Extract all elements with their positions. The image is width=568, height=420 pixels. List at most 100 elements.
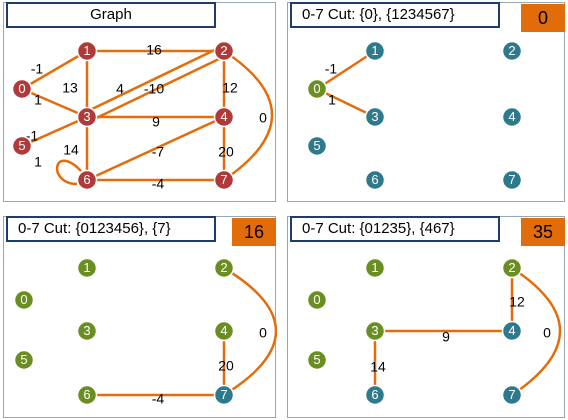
node-6: 6 xyxy=(364,384,386,406)
panel-cut-3: 1 2 0 9 14 0 1 2 3 4 5 6 7 0-7 Cut: {01235}, {467} 3… xyxy=(287,216,565,418)
edges xyxy=(87,266,277,397)
node-0: 0 xyxy=(11,78,33,100)
cut-score-badge: 16 xyxy=(232,218,276,246)
node-label: 7 xyxy=(508,387,515,402)
node-label: 4 xyxy=(220,323,227,338)
edge-0-1 xyxy=(316,49,376,91)
node-0: 0 xyxy=(306,78,328,100)
node-7: 7 xyxy=(213,169,235,191)
edge-2-7 xyxy=(223,49,274,182)
edges xyxy=(373,266,562,397)
node-label: 0 xyxy=(313,81,320,96)
node-4: 4 xyxy=(501,106,523,128)
node-label: 3 xyxy=(83,109,90,124)
edge-weight-label: 1 xyxy=(328,92,336,108)
edges xyxy=(21,45,274,186)
edge-weight-label: 1 xyxy=(34,154,42,170)
node-label: 7 xyxy=(220,172,227,187)
node-label: 4 xyxy=(508,323,515,338)
edge-weight-label: 12 xyxy=(222,80,238,96)
cut-diagram: 1 2 0 9 140 1 2 3 4 5 6 7 xyxy=(306,257,562,406)
panel-graph: -1 1 16 13 4 -10 12 0 9 -1 14 -7 20 -4 1 0 1 2 3 4 5 6 7 Graph xyxy=(3,2,276,202)
edge-2-7 xyxy=(223,266,277,397)
edge-5-3 xyxy=(21,115,88,148)
node-label: 2 xyxy=(508,43,515,58)
edge-0-3 xyxy=(21,87,88,119)
edge-weight-label: -10 xyxy=(144,81,164,97)
node-7: 7 xyxy=(213,384,235,406)
edge-weight-label: -1 xyxy=(325,61,338,77)
panel-cut-2: 0 20 -4 0 1 2 3 4 5 6 7 0-7 Cut: {0123456}, {7} 16 xyxy=(3,216,277,418)
node-3: 3 xyxy=(76,106,98,128)
cut-score-badge: 35 xyxy=(521,218,565,246)
node-6: 6 xyxy=(76,169,98,191)
edge-weight-label: 14 xyxy=(63,142,79,158)
node-4: 4 xyxy=(213,320,235,342)
edge-weight-label: 14 xyxy=(370,359,386,375)
node-label: 6 xyxy=(83,387,90,402)
node-0: 0 xyxy=(13,289,35,311)
node-3: 3 xyxy=(364,106,386,128)
node-label: 0 xyxy=(20,292,27,307)
node-label: 1 xyxy=(371,260,378,275)
node-label: 3 xyxy=(371,109,378,124)
node-0: 0 xyxy=(306,289,328,311)
node-label: 0 xyxy=(18,81,25,96)
edge-weight-label: -1 xyxy=(31,61,44,77)
node-1: 1 xyxy=(76,40,98,62)
edge-weight-label: 1 xyxy=(34,92,42,108)
edge-weight-label: 13 xyxy=(62,80,78,96)
edge-weight-label: -4 xyxy=(152,176,165,192)
node-7: 7 xyxy=(501,384,523,406)
edge-weight-label: -4 xyxy=(152,391,165,407)
edge-6-4 xyxy=(86,115,225,182)
node-label: 2 xyxy=(220,260,227,275)
node-label: 1 xyxy=(371,43,378,58)
node-label: 5 xyxy=(18,138,25,153)
cut-diagram: 0 20 -4 0 1 2 3 4 5 6 7 xyxy=(13,257,277,407)
node-label: 2 xyxy=(220,43,227,58)
node-label: 5 xyxy=(313,352,320,367)
node-label: 6 xyxy=(371,172,378,187)
node-label: 5 xyxy=(313,138,320,153)
edge-weight-label: 20 xyxy=(218,358,234,374)
nodes: 01 23 456 7 xyxy=(11,40,235,191)
node-1: 1 xyxy=(76,257,98,279)
edge-weight-label: 0 xyxy=(543,325,551,341)
panel-title: 0-7 Cut: {0123456}, {7} xyxy=(6,216,216,242)
node-4: 4 xyxy=(501,320,523,342)
node-label: 1 xyxy=(83,43,90,58)
edge-2-7 xyxy=(511,266,562,397)
node-2: 2 xyxy=(213,257,235,279)
edge-weight-label: 16 xyxy=(146,42,162,58)
node-5: 5 xyxy=(11,135,33,157)
node-1: 1 xyxy=(364,40,386,62)
node-5: 5 xyxy=(306,135,328,157)
panel-title: 0-7 Cut: {01235}, {467} xyxy=(290,216,500,242)
node-1: 1 xyxy=(364,257,386,279)
edge-weight-label: 4 xyxy=(116,81,124,97)
node-label: 4 xyxy=(508,109,515,124)
edge-6-6 xyxy=(55,159,82,186)
edge-weight-label: 9 xyxy=(442,329,450,345)
edge-weights: -1 1 xyxy=(325,61,338,108)
node-label: 7 xyxy=(220,387,227,402)
edge-weight-label: 0 xyxy=(259,110,267,126)
node-2: 2 xyxy=(501,257,523,279)
node-5: 5 xyxy=(13,349,35,371)
node-label: 6 xyxy=(83,172,90,187)
node-label: 4 xyxy=(220,109,227,124)
node-label: 2 xyxy=(508,260,515,275)
edge-0-1 xyxy=(21,49,88,91)
panel-cut-1: -1 1 0 1 2 3 4 5 6 7 0-7 Cut: {0}, {1234567} 0 xyxy=(287,2,565,202)
node-label: 3 xyxy=(83,323,90,338)
node-6: 6 xyxy=(364,169,386,191)
node-label: 6 xyxy=(371,387,378,402)
edge-weight-label: -7 xyxy=(152,144,165,160)
node-7: 7 xyxy=(501,169,523,191)
node-label: 5 xyxy=(20,352,27,367)
nodes: 0 1 2 3 4 5 6 7 xyxy=(306,257,523,406)
node-label: 3 xyxy=(371,323,378,338)
